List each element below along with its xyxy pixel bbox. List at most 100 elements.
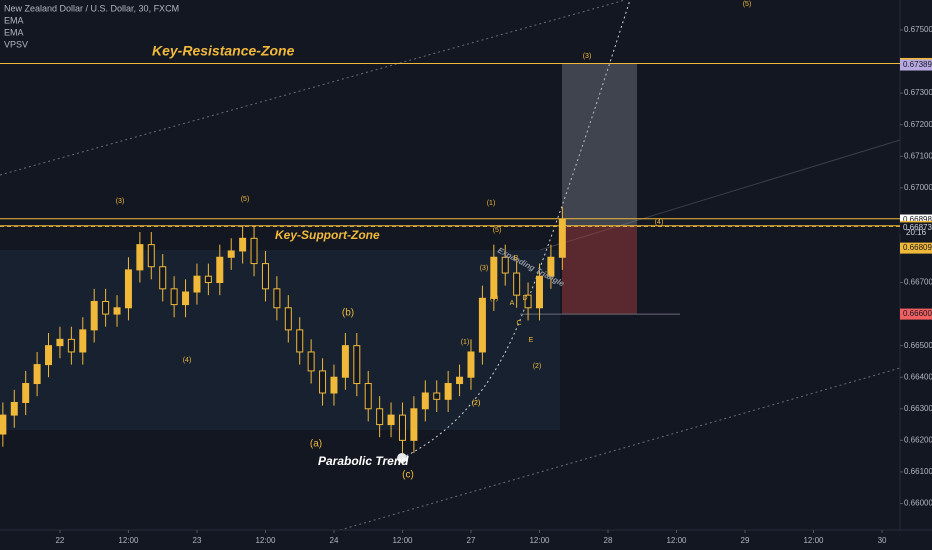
- candle-body: [421, 392, 429, 410]
- wave-label: (4): [655, 219, 664, 226]
- price-tag: [900, 242, 932, 254]
- wave-label: (2): [472, 400, 481, 407]
- candle-body: [433, 392, 441, 400]
- x-tick-label: 12:00: [118, 536, 139, 545]
- wave-label: (3): [583, 53, 592, 60]
- channel-top: [0, 0, 626, 176]
- candle-body: [90, 300, 98, 331]
- candle-body: [102, 300, 110, 315]
- candle-body: [558, 218, 566, 258]
- x-tick-label: 28: [604, 536, 613, 545]
- price-tag: [900, 214, 932, 226]
- y-tick-label: 0.66300: [904, 404, 932, 413]
- price-tag-label: 0.66898: [903, 215, 932, 224]
- parabolic-point: [397, 453, 407, 463]
- wave-label: (4): [183, 357, 192, 364]
- wave-label: (1): [487, 200, 496, 207]
- candle-body: [364, 383, 372, 410]
- candle-body: [22, 383, 30, 403]
- candle-body: [216, 256, 224, 284]
- wave-label: (c): [402, 470, 414, 481]
- y-tick-label: 0.67000: [904, 183, 932, 192]
- y-tick-label: 0.66700: [904, 278, 932, 287]
- candle-body: [307, 351, 315, 372]
- candle-body: [410, 408, 418, 441]
- target-zone: [562, 63, 637, 226]
- wave-label: B: [514, 255, 519, 262]
- indicator: VPSV: [4, 39, 28, 49]
- x-tick-label: 12:00: [803, 536, 824, 545]
- wave-label: (3): [116, 198, 125, 205]
- candle-body: [170, 288, 178, 306]
- price-tag-label: 0.66600: [903, 309, 932, 318]
- price-tag-label: 0.66809: [903, 243, 932, 252]
- candle-body: [319, 370, 327, 394]
- profile-zone: [0, 250, 560, 430]
- y-tick-label: 0.67200: [904, 120, 932, 129]
- candle-body: [398, 414, 406, 441]
- candle-body: [159, 266, 167, 290]
- channel-bottom: [339, 367, 901, 531]
- candle-body: [193, 275, 201, 293]
- wave-label: (2): [533, 363, 542, 370]
- indicator: EMA: [4, 15, 24, 25]
- candle-body: [547, 256, 555, 277]
- candle-body: [284, 307, 292, 331]
- candle-body: [387, 414, 395, 426]
- candle-body: [136, 244, 144, 271]
- candle-body: [261, 263, 269, 290]
- wave-label: (5): [241, 196, 250, 203]
- candle-body: [0, 414, 7, 435]
- candle-body: [456, 376, 464, 385]
- candle-body: [182, 291, 190, 306]
- x-tick-label: 27: [467, 536, 476, 545]
- y-tick-label: 0.66400: [904, 372, 932, 381]
- candle-body: [341, 345, 349, 378]
- candle-body: [45, 345, 53, 366]
- wave-label: (2): [472, 400, 481, 407]
- candle-body: [478, 297, 486, 353]
- wave-label: D: [522, 295, 527, 302]
- wave-label: (5): [743, 1, 752, 8]
- candle-body: [490, 256, 498, 299]
- candle-body: [444, 383, 452, 400]
- candle-body: [524, 294, 532, 309]
- wave-label: (1): [461, 339, 470, 346]
- zone-label: Parabolic Trend: [318, 454, 409, 468]
- trend-line: [539, 139, 901, 251]
- candle-body: [79, 329, 87, 353]
- candle-body: [501, 256, 509, 274]
- y-tick-label: 0.66200: [904, 435, 932, 444]
- symbol-title: New Zealand Dollar / U.S. Dollar, 30, FX…: [4, 3, 179, 13]
- y-tick-label: 0.66500: [904, 341, 932, 350]
- zone-label: Key-Resistance-Zone: [152, 43, 295, 59]
- y-tick-label: 0.66000: [904, 499, 932, 508]
- candle-body: [56, 338, 64, 347]
- y-tick-label: 0.67500: [904, 25, 932, 34]
- x-tick-label: 24: [330, 536, 339, 545]
- x-tick-label: 12:00: [392, 536, 413, 545]
- x-tick-label: 30: [878, 536, 887, 545]
- x-tick-label: 22: [55, 536, 64, 545]
- price-tag-label: 0.66873: [903, 223, 932, 232]
- x-tick-label: 12:00: [666, 536, 687, 545]
- candle-body: [376, 408, 384, 426]
- candle-body: [124, 269, 132, 309]
- candle-body: [227, 250, 235, 258]
- candle-body: [204, 275, 212, 284]
- zone-label: Key-Support-Zone: [275, 228, 380, 242]
- candle-body: [535, 275, 543, 309]
- candle-body: [467, 351, 475, 378]
- indicator: EMA: [4, 27, 24, 37]
- wave-label: (a): [310, 439, 322, 450]
- candle-body: [113, 307, 121, 315]
- wave-label: (3): [480, 265, 489, 272]
- candle-body: [296, 329, 304, 353]
- candle-body: [513, 272, 521, 296]
- wave-label: C: [516, 320, 521, 327]
- x-tick-label: 12:00: [529, 536, 550, 545]
- candle-body: [33, 364, 41, 385]
- wave-label: A: [510, 300, 515, 307]
- price-tag: [900, 308, 932, 320]
